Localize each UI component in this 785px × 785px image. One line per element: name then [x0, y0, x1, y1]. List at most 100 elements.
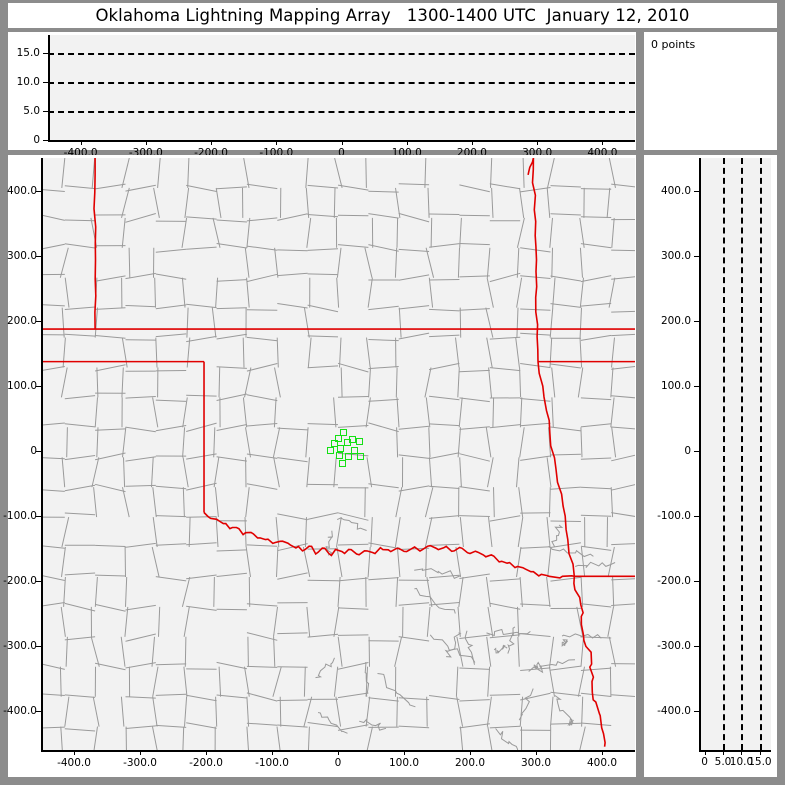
county-border — [336, 517, 342, 548]
county-border — [611, 249, 635, 252]
y-tick — [36, 320, 41, 322]
county-border — [93, 726, 98, 750]
county-border — [213, 576, 215, 607]
county-border — [155, 576, 187, 582]
y-tick — [36, 385, 41, 387]
county-border — [364, 487, 366, 518]
y-tick — [36, 450, 41, 452]
county-border — [95, 544, 126, 547]
county-border — [277, 213, 308, 221]
county-border — [307, 512, 339, 520]
county-border — [336, 277, 340, 308]
state-border-colorado — [93, 158, 97, 330]
county-border — [276, 546, 279, 578]
county-border — [215, 187, 222, 218]
county-border — [60, 367, 68, 398]
county-border — [429, 243, 460, 248]
county-border — [317, 712, 348, 734]
county-border — [487, 726, 493, 750]
x-tick — [140, 750, 141, 755]
county-border — [429, 395, 460, 401]
county-border — [337, 607, 369, 610]
x-tick — [602, 750, 603, 755]
county-border — [155, 248, 187, 253]
county-border — [395, 576, 399, 607]
county-border — [611, 333, 635, 337]
county-border — [550, 213, 581, 216]
county-border — [125, 696, 156, 699]
county-border — [41, 545, 65, 549]
county-border — [218, 367, 221, 398]
county-border — [518, 688, 534, 721]
map-plot-area[interactable] — [41, 158, 635, 750]
county-border — [125, 725, 156, 729]
county-border — [429, 574, 460, 579]
county-border — [396, 217, 399, 248]
county-border — [63, 576, 66, 607]
county-border — [246, 665, 278, 668]
y-tick — [43, 140, 48, 141]
county-border — [398, 212, 430, 223]
county-border — [459, 217, 462, 248]
county-border — [487, 606, 494, 637]
gridline-y — [48, 52, 635, 55]
county-border — [455, 666, 459, 697]
county-border — [459, 308, 490, 311]
county-border — [91, 457, 100, 488]
county-border — [549, 636, 555, 667]
y-tick — [694, 255, 699, 257]
county-border — [548, 545, 594, 558]
county-border — [307, 337, 312, 368]
county-border — [487, 666, 491, 697]
county-border — [276, 726, 281, 750]
county-border — [395, 367, 398, 398]
source-marker — [351, 447, 358, 455]
county-border — [246, 696, 250, 727]
plan-view-map-panel[interactable]: -400.0 -300.0 -200.0 -100.0 0 100.0 200.0 300.0… — [3, 155, 636, 777]
county-border — [273, 606, 278, 637]
county-border — [459, 573, 490, 579]
county-border — [551, 397, 554, 428]
county-border — [507, 626, 516, 654]
county-border — [607, 546, 615, 578]
county-border — [396, 397, 400, 428]
county-border — [398, 636, 430, 642]
county-border — [218, 666, 222, 697]
county-border — [41, 726, 65, 729]
gridline-x — [723, 158, 725, 750]
county-border — [337, 662, 369, 670]
county-border — [489, 693, 521, 696]
source-marker — [335, 451, 343, 459]
county-border — [491, 187, 494, 218]
x-tick-label: 300.0 — [520, 757, 552, 769]
county-border — [64, 455, 96, 461]
altitude-vs-distance-plot-area — [48, 35, 635, 140]
county-border — [489, 602, 521, 610]
gridline-y — [48, 81, 635, 84]
county-border — [428, 427, 431, 458]
county-border — [64, 423, 96, 428]
county-border — [459, 426, 490, 430]
county-border — [188, 517, 191, 548]
county-border — [216, 456, 247, 462]
county-border — [458, 576, 464, 607]
county-border — [155, 399, 187, 402]
county-border — [608, 277, 616, 308]
county-border — [125, 604, 156, 611]
county-border — [608, 158, 616, 189]
county-border — [95, 335, 126, 339]
x-tick-label: 0 — [334, 757, 342, 769]
county-border — [486, 628, 531, 637]
x-tick-label: 400.0 — [586, 757, 618, 769]
county-border — [607, 606, 614, 637]
county-border — [550, 486, 581, 490]
y-tick — [36, 515, 41, 517]
county-border — [246, 394, 278, 402]
county-border — [368, 398, 399, 402]
county-border — [395, 487, 403, 518]
county-border — [125, 662, 156, 669]
source-marker — [338, 460, 346, 468]
county-border — [334, 158, 343, 189]
county-border — [121, 187, 130, 219]
county-border — [394, 517, 401, 548]
